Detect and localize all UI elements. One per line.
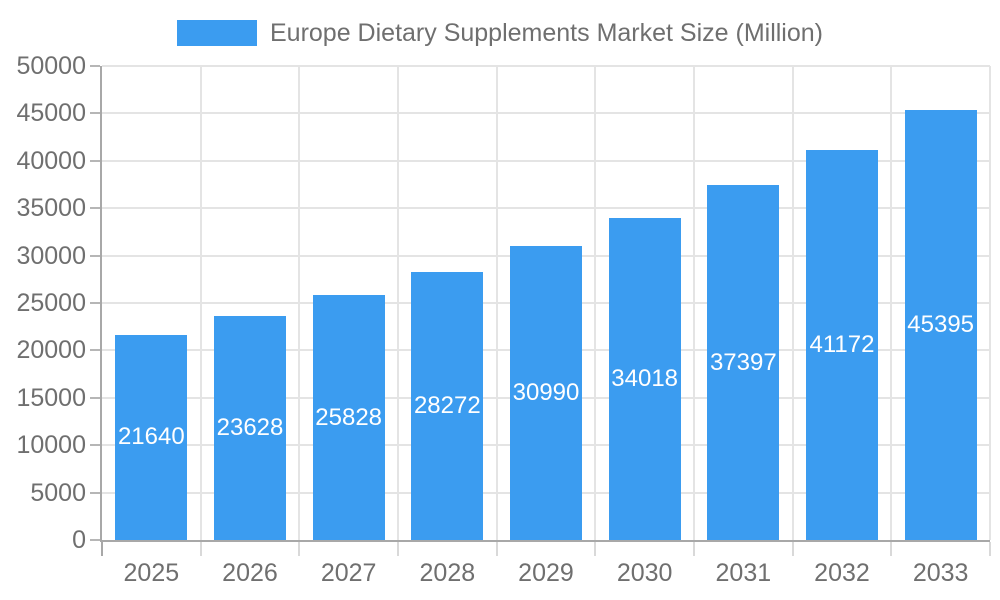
x-tick-label-2030: 2030 — [616, 559, 673, 587]
y-tick-mark — [90, 254, 100, 257]
gridline-vertical — [298, 66, 301, 540]
bar-2028[interactable]: 28272 — [411, 271, 484, 540]
gridline-vertical — [989, 66, 991, 540]
gridline-vertical — [890, 66, 893, 540]
bar-2027[interactable]: 25828 — [312, 295, 385, 540]
gridline-horizontal — [102, 159, 990, 162]
gridline-horizontal — [102, 207, 990, 210]
x-tick-mark — [693, 542, 695, 556]
bar-value-label: 21640 — [117, 423, 185, 451]
y-tick-mark — [90, 159, 100, 162]
x-tick-label-2026: 2026 — [222, 559, 278, 587]
bar-value-label: 28272 — [413, 391, 481, 419]
y-tick-label: 35000 — [16, 194, 86, 223]
bar-value-label: 25828 — [315, 403, 383, 431]
bar-2025[interactable]: 21640 — [115, 334, 188, 540]
bar-2029[interactable]: 30990 — [510, 246, 582, 540]
bar-value-label: 30990 — [512, 379, 580, 407]
y-tick-mark — [90, 491, 100, 494]
y-tick-label: 5000 — [30, 478, 86, 507]
x-tick-mark — [298, 542, 301, 556]
bar-value-label: 37397 — [709, 348, 777, 376]
bar-2033[interactable]: 45395 — [904, 109, 977, 540]
plot-area: 21640 23628 25828 28272 30990 34018 37397 41172… — [100, 65, 991, 542]
y-tick-label: 15000 — [16, 383, 86, 412]
y-tick-mark — [90, 349, 100, 352]
bar-value-label: 45395 — [907, 310, 975, 338]
gridline-horizontal — [102, 65, 990, 67]
y-tick-mark — [90, 444, 100, 447]
x-tick-label-2025: 2025 — [123, 559, 180, 587]
bar-2032[interactable]: 41172 — [806, 149, 878, 540]
gridline-vertical — [495, 66, 498, 540]
bar-2031[interactable]: 37397 — [707, 185, 780, 540]
x-tick-label-2029: 2029 — [518, 559, 574, 587]
gridline-vertical — [199, 66, 202, 540]
y-tick-mark — [90, 302, 100, 304]
x-tick-label-2033: 2033 — [912, 559, 969, 587]
gridline-vertical — [594, 66, 597, 540]
legend-swatch-icon — [177, 20, 257, 46]
x-tick-mark — [890, 542, 893, 556]
y-tick-mark — [90, 539, 100, 541]
x-tick-mark — [495, 542, 498, 556]
bar-value-label: 34018 — [611, 364, 679, 392]
y-tick-mark — [90, 65, 100, 67]
y-tick-label: 40000 — [16, 146, 86, 175]
y-tick-label: 45000 — [16, 99, 86, 128]
y-tick-label: 30000 — [16, 241, 86, 270]
y-tick-label: 50000 — [16, 52, 86, 80]
x-tick-label-2031: 2031 — [715, 559, 772, 587]
x-tick-mark — [594, 542, 597, 556]
bar-value-label: 23628 — [216, 414, 284, 441]
gridline-horizontal — [102, 112, 990, 115]
y-tick-label: 0 — [72, 526, 86, 554]
y-tick-mark — [90, 396, 100, 399]
x-tick-mark — [101, 542, 103, 556]
y-tick-mark — [90, 112, 100, 115]
legend-label: Europe Dietary Supplements Market Size (… — [270, 19, 823, 47]
gridline-vertical — [397, 66, 399, 540]
x-tick-label-2032: 2032 — [814, 559, 870, 587]
gridline-vertical — [693, 66, 695, 540]
bar-2030[interactable]: 34018 — [608, 217, 681, 540]
y-tick-mark — [90, 207, 100, 210]
gridline-vertical — [791, 66, 794, 540]
bar-value-label: 41172 — [809, 330, 875, 358]
legend[interactable]: Europe Dietary Supplements Market Size (… — [0, 19, 1000, 47]
x-tick-mark — [989, 542, 991, 556]
x-tick-mark — [791, 542, 794, 556]
y-tick-label: 20000 — [16, 336, 86, 365]
x-tick-label-2027: 2027 — [320, 559, 377, 587]
x-tick-label-2028: 2028 — [419, 559, 476, 587]
x-tick-mark — [397, 542, 399, 556]
y-tick-label: 25000 — [16, 289, 86, 317]
x-tick-mark — [199, 542, 202, 556]
bar-2026[interactable]: 23628 — [214, 316, 286, 540]
y-tick-label: 10000 — [16, 431, 86, 460]
